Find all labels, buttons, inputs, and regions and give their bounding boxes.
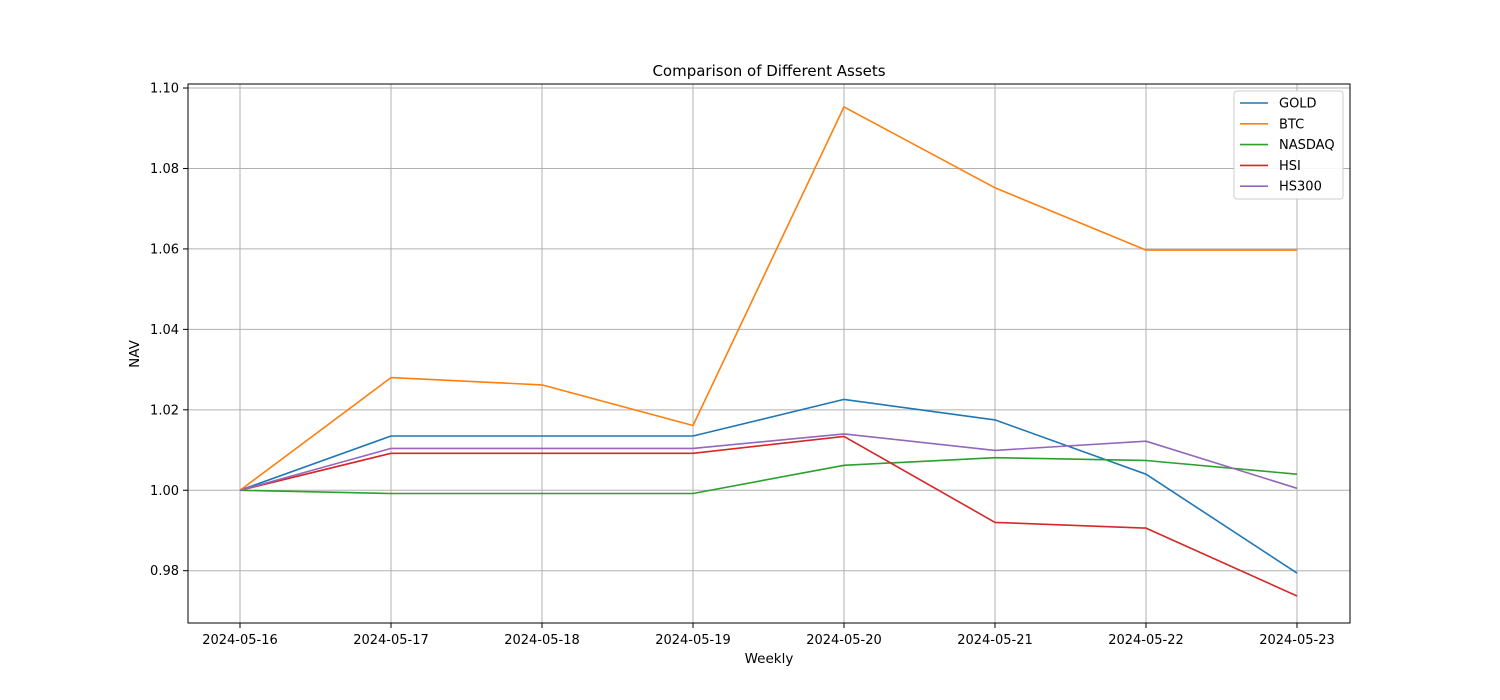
x-tick-label: 2024-05-23 <box>1259 633 1335 648</box>
series-line-hs300 <box>239 433 1298 492</box>
y-tick-label: 1.08 <box>150 162 179 177</box>
x-axis: 2024-05-16 2024-05-17 2024-05-18 2024-05-19… <box>202 623 1335 648</box>
x-tick-label: 2024-05-19 <box>655 633 731 648</box>
x-tick-label: 2024-05-18 <box>504 633 580 648</box>
legend-label-hs300: HS300 <box>1279 180 1322 195</box>
legend-box <box>1233 90 1344 200</box>
y-tick-label: 0.98 <box>150 564 179 579</box>
series-lines <box>239 106 1298 597</box>
x-tick-label: 2024-05-20 <box>806 633 882 648</box>
y-tick-label: 1.00 <box>150 484 179 499</box>
series-line-hsi <box>239 435 1298 597</box>
y-axis-label: NAV <box>127 339 143 367</box>
plot-area-frame <box>187 83 1351 624</box>
legend-label-btc: BTC <box>1279 117 1304 132</box>
series-line-btc <box>239 106 1297 491</box>
x-tick-label: 2024-05-22 <box>1108 633 1184 648</box>
legend: GOLD BTC NASDAQ HSI HS300 <box>1233 90 1344 200</box>
grid <box>188 84 1350 623</box>
x-tick-label: 2024-05-21 <box>957 633 1033 648</box>
y-tick-label: 1.10 <box>150 82 179 97</box>
series-line-gold <box>239 398 1298 574</box>
series-line-nasdaq <box>239 456 1298 495</box>
x-axis-label: Weekly <box>745 651 794 667</box>
y-tick-label: 1.04 <box>150 323 179 338</box>
chart-title: Comparison of Different Assets <box>652 62 885 80</box>
y-axis: 0.98 1.00 1.02 1.04 1.06 1.08 1.10 <box>150 82 188 579</box>
x-tick-label: 2024-05-17 <box>353 633 429 648</box>
legend-label-nasdaq: NASDAQ <box>1279 138 1335 153</box>
legend-label-hsi: HSI <box>1279 159 1301 174</box>
y-tick-label: 1.06 <box>150 242 179 257</box>
x-tick-label: 2024-05-16 <box>202 633 278 648</box>
legend-label-gold: GOLD <box>1279 97 1317 112</box>
y-tick-label: 1.02 <box>150 403 179 418</box>
